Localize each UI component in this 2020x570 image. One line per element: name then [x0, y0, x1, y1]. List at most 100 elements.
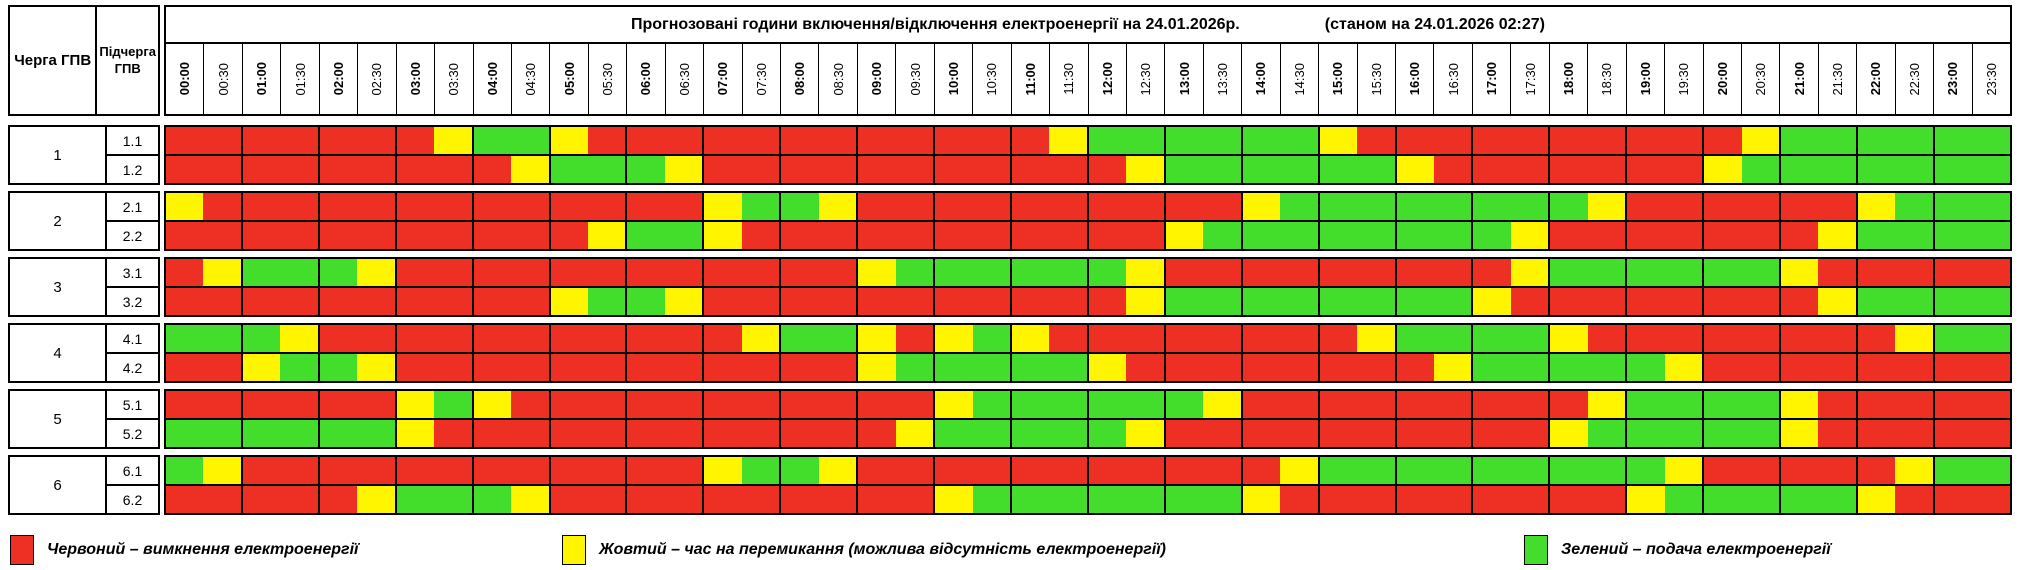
schedule-cell — [1702, 391, 1742, 418]
schedule-cell — [471, 457, 512, 484]
schedule-cell — [434, 486, 472, 513]
schedule-cell — [1471, 156, 1511, 183]
schedule-cell — [280, 288, 318, 315]
schedule-cell — [1818, 457, 1856, 484]
schedule-cell — [240, 259, 281, 286]
schedule-cell — [587, 288, 626, 315]
schedule-cell — [471, 193, 512, 220]
schedule-cell — [1163, 457, 1204, 484]
schedule-cell — [511, 222, 549, 249]
schedule-cell — [818, 420, 857, 447]
queue-group-6-labels: 6 6.1 6.2 — [8, 455, 160, 515]
schedule-cell — [1126, 193, 1164, 220]
schedule-cell — [1779, 354, 1819, 381]
time-header-cell: 17:00 — [1473, 44, 1512, 114]
schedule-cell — [1203, 457, 1241, 484]
schedule-cell — [1932, 391, 1973, 418]
schedule-cell — [1009, 325, 1050, 352]
schedule-cell — [702, 486, 742, 513]
schedule-cell — [240, 457, 281, 484]
time-header-cell: 07:30 — [743, 44, 781, 114]
schedule-cell — [1664, 354, 1703, 381]
schedule-cell — [280, 127, 318, 154]
schedule-cell — [511, 156, 549, 183]
time-header-cell: 21:00 — [1780, 44, 1819, 114]
time-header-cell: 02:30 — [358, 44, 397, 114]
schedule-cell — [1972, 127, 2010, 154]
schedule-cell — [818, 457, 857, 484]
schedule-cell — [1548, 354, 1588, 381]
schedule-cell — [1779, 127, 1819, 154]
schedule-cell — [972, 354, 1010, 381]
schedule-cell — [357, 222, 395, 249]
schedule-cell — [1357, 354, 1395, 381]
schedule-cell — [1972, 259, 2010, 286]
schedule-cell — [166, 325, 204, 352]
schedule-cell — [203, 156, 241, 183]
schedule-cell — [1203, 222, 1241, 249]
schedule-cell — [1009, 259, 1050, 286]
schedule-cell — [664, 127, 703, 154]
schedule-cell — [1702, 457, 1742, 484]
schedule-cell — [933, 391, 973, 418]
schedule-cell — [471, 156, 512, 183]
schedule-cell — [779, 222, 819, 249]
time-axis: 00:00 00:30 01:00 01:30 02:00 02:30 03:00 03:30… — [166, 44, 2010, 114]
schedule-cell — [1932, 325, 1973, 352]
schedule-cell — [1548, 288, 1588, 315]
schedule-cell — [1049, 222, 1087, 249]
schedule-cell — [1818, 127, 1856, 154]
schedule-cell — [741, 222, 780, 249]
schedule-cell — [1126, 288, 1164, 315]
schedule-cell — [1548, 457, 1588, 484]
schedule-cell — [1126, 354, 1164, 381]
time-header-cell: 03:30 — [435, 44, 474, 114]
schedule-cell — [1972, 325, 2010, 352]
time-header-cell: 13:30 — [1204, 44, 1243, 114]
schedule-cell — [203, 420, 241, 447]
time-header-cell: 22:30 — [1896, 44, 1935, 114]
schedule-cell — [856, 288, 896, 315]
time-header-cell: 08:00 — [781, 44, 820, 114]
schedule-cell — [702, 156, 742, 183]
schedule-cell — [625, 457, 665, 484]
schedule-cell — [1280, 156, 1318, 183]
schedule-cell — [1394, 391, 1434, 418]
schedule-cell — [1818, 420, 1856, 447]
schedule-cell — [240, 391, 281, 418]
schedule-cell — [856, 156, 896, 183]
schedule-cell — [1240, 222, 1281, 249]
schedule-cell — [240, 288, 281, 315]
schedule-cell — [702, 354, 742, 381]
schedule-cell — [1587, 420, 1626, 447]
schedule-cell — [1394, 420, 1434, 447]
time-header-cell: 21:30 — [1819, 44, 1858, 114]
schedule-cell — [664, 156, 703, 183]
schedule-cell — [394, 259, 435, 286]
subqueue-label: 3.1 — [107, 259, 158, 288]
schedule-cell — [1357, 259, 1395, 286]
time-header-cell: 00:00 — [166, 44, 205, 114]
schedule-header: Прогнозовані години включення/відключенн… — [164, 5, 2012, 116]
schedule-cell — [779, 156, 819, 183]
schedule-cell — [741, 127, 780, 154]
schedule-cell — [1664, 420, 1703, 447]
queue-group-4-labels: 4 4.1 4.2 — [8, 323, 160, 383]
schedule-cell — [702, 127, 742, 154]
schedule-row-4.2 — [166, 354, 2010, 381]
schedule-cell — [511, 127, 549, 154]
schedule-cell — [394, 486, 435, 513]
schedule-cell — [1972, 288, 2010, 315]
schedule-cell — [280, 486, 318, 513]
schedule-cell — [1895, 193, 1933, 220]
subqueue-label: 4.2 — [122, 359, 143, 376]
schedule-cell — [317, 193, 358, 220]
schedule-cell — [357, 156, 395, 183]
schedule-cell — [1548, 259, 1588, 286]
schedule-cell — [1510, 325, 1549, 352]
schedule-cell — [664, 222, 703, 249]
schedule-cell — [1317, 288, 1358, 315]
queue-group-6-schedule — [164, 455, 2012, 515]
schedule-cell — [972, 420, 1010, 447]
schedule-cell — [1240, 288, 1281, 315]
